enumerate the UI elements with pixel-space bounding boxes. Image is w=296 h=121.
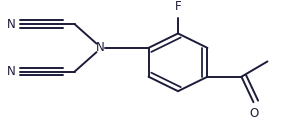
Text: N: N	[96, 41, 105, 54]
Text: N: N	[7, 65, 16, 78]
Text: N: N	[7, 18, 16, 31]
Text: F: F	[175, 0, 181, 13]
Text: O: O	[250, 107, 259, 120]
